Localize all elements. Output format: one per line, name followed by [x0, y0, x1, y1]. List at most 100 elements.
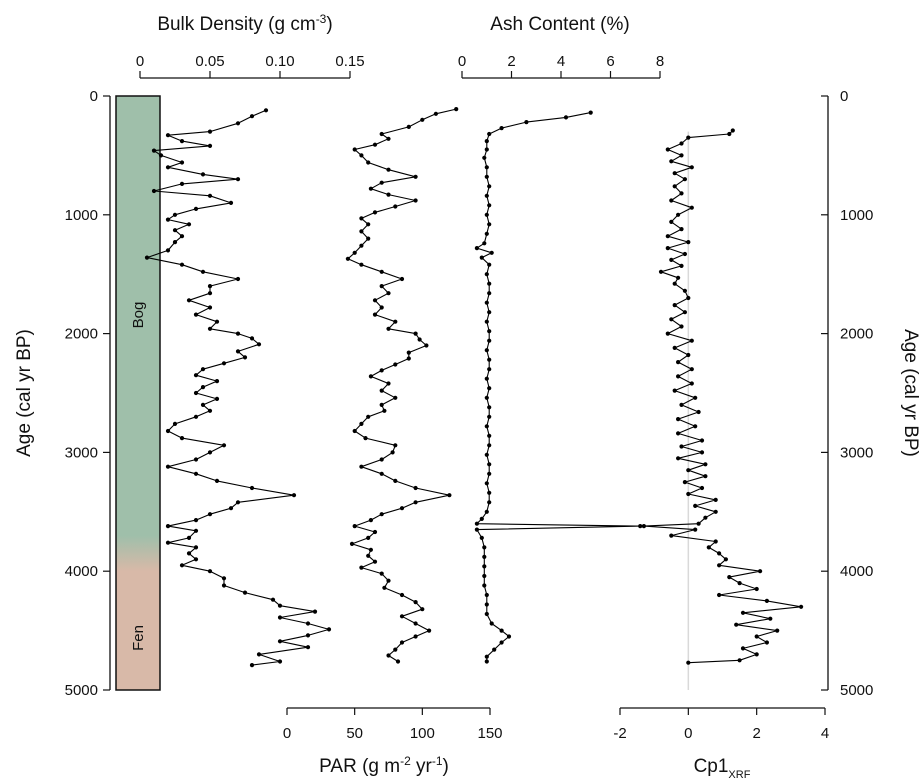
- ash-point: [479, 516, 484, 522]
- par-point: [379, 471, 384, 476]
- cp1-point: [727, 575, 732, 580]
- cp1-point: [679, 402, 684, 407]
- ash-point: [487, 329, 492, 334]
- par-point: [399, 592, 405, 598]
- bulk-density-point: [193, 373, 199, 378]
- cp1-point: [686, 295, 691, 301]
- par-point: [366, 535, 371, 541]
- ash-point: [487, 405, 492, 410]
- left-age-axis-title: Age (cal yr BP): [14, 329, 35, 457]
- ash-axis-tick-label: 4: [557, 53, 565, 70]
- bulk-density-point: [235, 121, 241, 126]
- par-point: [433, 111, 438, 116]
- par-point: [366, 414, 371, 419]
- par-line: [347, 108, 457, 662]
- cp1-point: [686, 135, 691, 140]
- bulk-density-point: [179, 139, 185, 144]
- par-point: [379, 457, 384, 462]
- cp1-point: [717, 551, 722, 556]
- bulk-density-point: [179, 262, 185, 267]
- ash-point: [484, 174, 489, 179]
- par-point: [366, 236, 371, 241]
- bog-label: Bog: [130, 302, 147, 329]
- par-point: [386, 578, 391, 583]
- par-axis-tick-label: 50: [346, 725, 363, 742]
- cp1-point: [706, 545, 711, 550]
- bulk-density-point: [172, 240, 178, 245]
- bulk-density-point: [144, 255, 150, 260]
- right-age-axis-tick-label: 3000: [840, 444, 873, 461]
- par-point: [413, 621, 418, 626]
- par-point: [393, 319, 398, 324]
- bulk-density-point: [207, 408, 213, 413]
- bulk-density-axis-tick-label: 0: [136, 53, 144, 70]
- par-point: [379, 284, 384, 289]
- cp1-point: [703, 474, 708, 479]
- bulk-density-point: [207, 512, 213, 517]
- bulk-density-point: [179, 563, 185, 568]
- bulk-density-point: [165, 540, 171, 545]
- par-point: [372, 210, 378, 215]
- ash-point: [489, 621, 494, 626]
- par-point: [366, 222, 371, 227]
- par-point: [413, 485, 418, 491]
- bulk-density-point: [228, 506, 234, 511]
- ash-point: [638, 524, 643, 529]
- par-point: [368, 374, 373, 379]
- ash-axis: 0 2 4 6 8: [458, 53, 664, 79]
- par-point: [454, 107, 459, 112]
- cp1-axis-tick-label: 2: [752, 725, 760, 742]
- cp1-point: [669, 219, 674, 224]
- par-point: [413, 600, 418, 605]
- par-point: [359, 243, 364, 248]
- bulk-density-point: [277, 659, 283, 664]
- bulk-density-point: [165, 133, 171, 138]
- bulk-density-point: [242, 590, 248, 595]
- cp1-point: [754, 634, 759, 639]
- bulk-density-point: [235, 177, 241, 182]
- par-point: [399, 614, 405, 619]
- ash-point: [487, 471, 492, 476]
- bulk-density-point: [193, 312, 199, 317]
- ash-point: [484, 165, 489, 170]
- bulk-density-point: [200, 172, 206, 177]
- bulk-density-point: [193, 471, 199, 476]
- cp1-point: [679, 444, 684, 449]
- cp1-point: [686, 240, 691, 245]
- bulk-density-point: [193, 414, 199, 419]
- left-age-axis-tick-label: 4000: [65, 563, 98, 580]
- par-point: [390, 450, 395, 455]
- bulk-density-point: [291, 493, 297, 498]
- cp1-point: [679, 141, 684, 146]
- bulk-density-point: [193, 557, 199, 562]
- par-point: [352, 524, 357, 529]
- bulk-density-point: [221, 576, 227, 581]
- par-point: [393, 478, 398, 483]
- par-point: [352, 250, 357, 255]
- ash-point: [487, 131, 492, 137]
- ash-point: [474, 521, 479, 526]
- par-point: [393, 395, 398, 400]
- cp1-point: [672, 171, 677, 176]
- cp1-point: [693, 527, 698, 532]
- bulk-density-point: [256, 652, 262, 657]
- ash-point: [588, 110, 593, 115]
- bulk-density-point: [193, 518, 199, 523]
- bulk-density-point: [221, 443, 227, 448]
- bulk-density-point: [235, 500, 241, 505]
- cp1-point: [676, 456, 681, 461]
- bulk-density-point: [207, 143, 213, 148]
- bulk-density-point: [263, 108, 269, 113]
- bulk-density-point: [165, 248, 171, 253]
- bulk-density-point: [193, 390, 199, 396]
- par-point: [413, 331, 418, 336]
- ash-point: [499, 640, 504, 645]
- ash-point: [484, 481, 489, 486]
- cp1-point: [737, 658, 742, 663]
- cp1-point: [669, 198, 674, 203]
- ash-axis-tick-label: 8: [656, 53, 664, 70]
- par-point: [413, 198, 418, 203]
- par-point: [393, 443, 398, 448]
- left-age-axis-tick-label: 3000: [65, 444, 98, 461]
